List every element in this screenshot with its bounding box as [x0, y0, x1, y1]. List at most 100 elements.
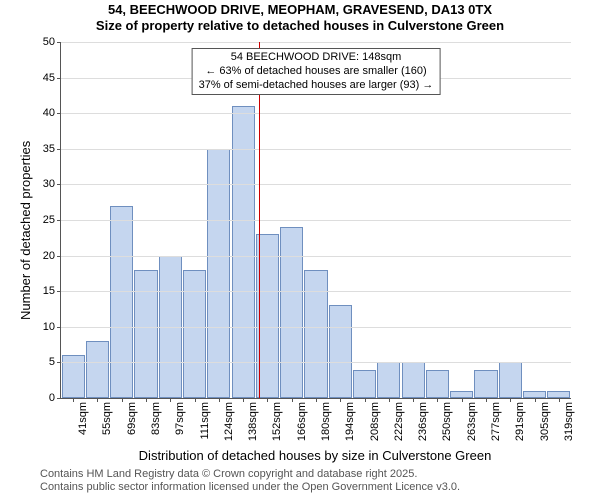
y-tick-label: 40: [43, 107, 55, 119]
x-tick-mark: [559, 398, 560, 402]
x-tick-label: 208sqm: [369, 402, 381, 441]
x-tick-mark: [413, 398, 414, 402]
y-tick-label: 30: [43, 178, 55, 190]
gridline: [61, 327, 571, 328]
x-tick-label: 305sqm: [539, 402, 551, 441]
x-tick-label: 166sqm: [296, 402, 308, 441]
x-tick-label: 111sqm: [199, 402, 211, 440]
y-tick-mark: [57, 362, 61, 363]
bar: [474, 370, 497, 398]
annotation-line: 54 BEECHWOOD DRIVE: 148sqm: [199, 51, 434, 65]
bar: [110, 206, 133, 398]
x-tick-label: 194sqm: [344, 402, 356, 441]
bar: [280, 227, 303, 398]
y-tick-label: 10: [43, 321, 55, 333]
x-tick-label: 277sqm: [490, 402, 502, 441]
gridline: [61, 113, 571, 114]
x-tick-label: 138sqm: [247, 402, 259, 441]
x-tick-mark: [170, 398, 171, 402]
x-tick-label: 263sqm: [466, 402, 478, 441]
x-tick-mark: [195, 398, 196, 402]
gridline: [61, 42, 571, 43]
y-tick-label: 35: [43, 143, 55, 155]
y-tick-label: 20: [43, 250, 55, 262]
gridline: [61, 256, 571, 257]
bar: [134, 270, 157, 398]
x-tick-label: 83sqm: [150, 402, 162, 435]
x-tick-mark: [316, 398, 317, 402]
annotation-line: ← 63% of detached houses are smaller (16…: [199, 65, 434, 79]
annotation-line: 37% of semi-detached houses are larger (…: [199, 79, 434, 93]
x-tick-label: 55sqm: [101, 402, 113, 435]
x-tick-mark: [73, 398, 74, 402]
gridline: [61, 184, 571, 185]
y-tick-mark: [57, 149, 61, 150]
y-tick-label: 50: [43, 36, 55, 48]
x-tick-mark: [97, 398, 98, 402]
x-tick-mark: [292, 398, 293, 402]
bar: [304, 270, 327, 398]
y-tick-label: 5: [49, 356, 55, 368]
plot-area: 0510152025303540455041sqm55sqm69sqm83sqm…: [60, 42, 571, 399]
x-tick-label: 236sqm: [417, 402, 429, 441]
x-tick-label: 69sqm: [126, 402, 138, 435]
bar: [450, 391, 473, 398]
x-tick-label: 291sqm: [514, 402, 526, 441]
bar: [377, 362, 400, 398]
y-tick-mark: [57, 113, 61, 114]
y-tick-mark: [57, 78, 61, 79]
y-tick-label: 45: [43, 72, 55, 84]
y-tick-label: 25: [43, 214, 55, 226]
x-tick-label: 222sqm: [393, 402, 405, 441]
x-tick-mark: [146, 398, 147, 402]
gridline: [61, 362, 571, 363]
x-tick-mark: [535, 398, 536, 402]
attribution-line-1: Contains HM Land Registry data © Crown c…: [40, 468, 600, 481]
bar: [353, 370, 376, 398]
x-tick-mark: [219, 398, 220, 402]
bar: [426, 370, 449, 398]
x-tick-label: 41sqm: [77, 402, 89, 435]
y-tick-label: 0: [49, 392, 55, 404]
x-tick-label: 97sqm: [174, 402, 186, 435]
gridline: [61, 291, 571, 292]
bar: [547, 391, 570, 398]
attribution-line-2: Contains public sector information licen…: [40, 481, 600, 494]
x-tick-label: 124sqm: [223, 402, 235, 441]
gridline: [61, 220, 571, 221]
bar: [329, 305, 352, 398]
x-tick-mark: [122, 398, 123, 402]
y-tick-mark: [57, 291, 61, 292]
bar: [402, 362, 425, 398]
y-tick-mark: [57, 184, 61, 185]
x-tick-label: 152sqm: [271, 402, 283, 441]
y-tick-mark: [57, 220, 61, 221]
annotation-box: 54 BEECHWOOD DRIVE: 148sqm← 63% of detac…: [192, 48, 441, 95]
x-tick-label: 319sqm: [563, 402, 575, 441]
y-tick-label: 15: [43, 285, 55, 297]
bar: [207, 149, 230, 398]
y-tick-mark: [57, 398, 61, 399]
bar: [499, 362, 522, 398]
y-tick-mark: [57, 42, 61, 43]
y-tick-mark: [57, 327, 61, 328]
bar: [232, 106, 255, 398]
bar: [183, 270, 206, 398]
x-tick-label: 250sqm: [441, 402, 453, 441]
title-line-1: 54, BEECHWOOD DRIVE, MEOPHAM, GRAVESEND,…: [0, 2, 600, 18]
chart-title-block: 54, BEECHWOOD DRIVE, MEOPHAM, GRAVESEND,…: [0, 2, 600, 35]
x-tick-mark: [486, 398, 487, 402]
x-axis-label: Distribution of detached houses by size …: [60, 448, 570, 463]
x-tick-mark: [389, 398, 390, 402]
y-tick-mark: [57, 256, 61, 257]
x-tick-mark: [462, 398, 463, 402]
x-tick-mark: [340, 398, 341, 402]
bar: [523, 391, 546, 398]
x-tick-mark: [365, 398, 366, 402]
x-tick-mark: [437, 398, 438, 402]
attribution-block: Contains HM Land Registry data © Crown c…: [0, 468, 600, 494]
x-tick-mark: [243, 398, 244, 402]
x-tick-mark: [510, 398, 511, 402]
x-tick-label: 180sqm: [320, 402, 332, 441]
gridline: [61, 149, 571, 150]
